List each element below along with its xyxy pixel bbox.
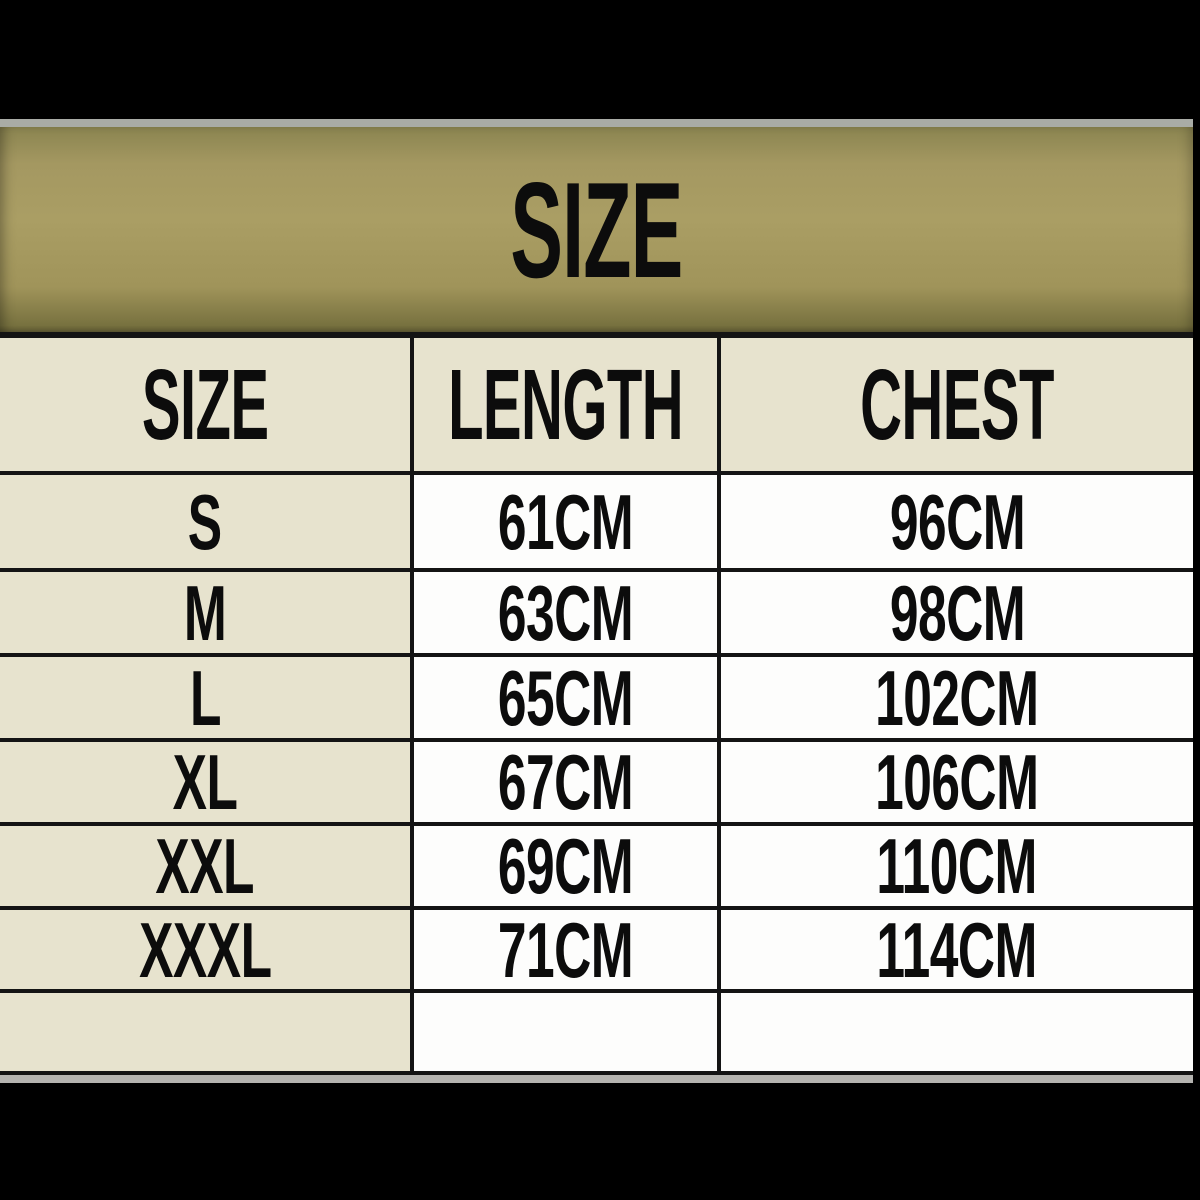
row-m-size-cell: M — [0, 572, 410, 653]
top-divider-line — [0, 119, 1193, 127]
row-xxxl-chest-value: 114CM — [876, 910, 1038, 989]
row-s-chest-cell: 96CM — [721, 475, 1193, 568]
row-xxxl-chest-cell: 114CM — [721, 910, 1193, 989]
row-xl-size-label: XL — [172, 742, 238, 822]
empty-row-size-cell — [0, 993, 410, 1071]
row-l-chest-value: 102CM — [875, 657, 1039, 738]
row-l-size-cell: L — [0, 657, 410, 738]
row-xxl-chest-value: 110CM — [876, 826, 1038, 906]
row-xxl-size-label: XXL — [155, 826, 255, 906]
row-xl-chest-cell: 106CM — [721, 742, 1193, 822]
row-xxl-length-cell: 69CM — [414, 826, 717, 906]
row-l-length-cell: 65CM — [414, 657, 717, 738]
header-cell-size: SIZE — [0, 338, 410, 471]
header-cell-chest: CHEST — [721, 338, 1193, 471]
row-s-size-label: S — [188, 477, 222, 566]
row-s-chest-value: 96CM — [889, 477, 1025, 566]
row-m-length-value: 63CM — [497, 572, 634, 653]
row-m-size-label: M — [183, 572, 227, 653]
row-m-chest-value: 98CM — [889, 572, 1025, 653]
row-xxl-length-value: 69CM — [497, 826, 634, 906]
row-l-chest-cell: 102CM — [721, 657, 1193, 738]
row-l-length-value: 65CM — [497, 657, 634, 738]
row-m-chest-cell: 98CM — [721, 572, 1193, 653]
empty-row-length-cell — [414, 993, 717, 1071]
size-table: SIZE LENGTH CHEST S 61CM 96CM M 63CM 98C… — [0, 338, 1193, 1075]
row-l-size-label: L — [189, 657, 221, 738]
row-xxxl-length-value: 71CM — [497, 910, 634, 989]
size-chart-title: SIZE — [510, 153, 683, 306]
row-xl-length-cell: 67CM — [414, 742, 717, 822]
row-xl-length-value: 67CM — [497, 742, 634, 822]
row-xxxl-size-label: XXXL — [138, 910, 272, 989]
row-xxxl-size-cell: XXXL — [0, 910, 410, 989]
row-xxxl-length-cell: 71CM — [414, 910, 717, 989]
row-xxl-chest-cell: 110CM — [721, 826, 1193, 906]
header-cell-length: LENGTH — [414, 338, 717, 471]
row-s-size-cell: S — [0, 475, 410, 568]
row-s-length-cell: 61CM — [414, 475, 717, 568]
header-chest-label: CHEST — [860, 348, 1054, 461]
row-m-length-cell: 63CM — [414, 572, 717, 653]
row-xl-chest-value: 106CM — [875, 742, 1039, 822]
empty-row-chest-cell — [721, 993, 1193, 1071]
title-band: SIZE — [0, 127, 1193, 338]
bottom-divider-line — [0, 1075, 1193, 1083]
header-size-label: SIZE — [141, 348, 269, 461]
row-xl-size-cell: XL — [0, 742, 410, 822]
row-s-length-value: 61CM — [497, 477, 634, 566]
header-length-label: LENGTH — [448, 348, 684, 461]
row-xxl-size-cell: XXL — [0, 826, 410, 906]
